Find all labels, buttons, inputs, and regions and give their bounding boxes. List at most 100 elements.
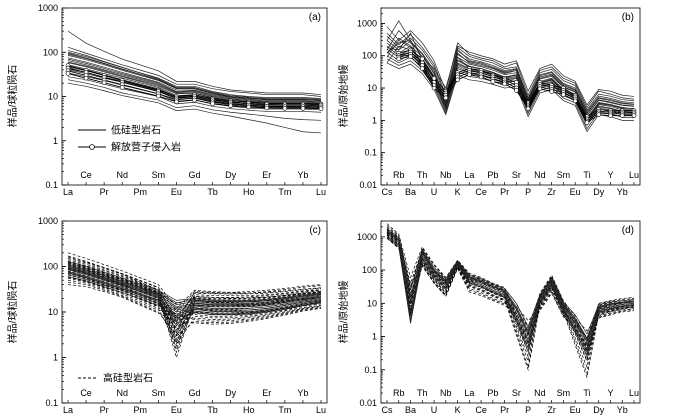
x-category-label: La [464, 170, 474, 180]
x-category-label: K [455, 405, 461, 415]
legend-label: 高硅型岩石 [103, 372, 153, 385]
series-line [67, 30, 322, 96]
series-line [386, 228, 635, 335]
series-point [65, 71, 71, 76]
series-layer [386, 223, 635, 379]
x-category-label: Tm [278, 187, 291, 197]
series-point [246, 104, 252, 110]
y-tick-label: 10 [48, 307, 58, 317]
x-category-label: Dy [593, 405, 604, 415]
x-category-label: Y [607, 388, 613, 398]
series-line [67, 277, 322, 345]
y-tick-label: 0.01 [359, 180, 377, 190]
x-category-label: Pm [134, 187, 148, 197]
x-category-label: La [464, 388, 474, 398]
series-point [119, 85, 125, 90]
panel-label: (a) [309, 12, 321, 23]
x-category-label: Eu [171, 405, 182, 415]
x-category-label: Ho [243, 187, 255, 197]
x-category-label: Er [262, 388, 271, 398]
y-axis-label: 样品/球粒陨石 [6, 281, 19, 344]
series-line [67, 264, 322, 306]
x-category-label: Lu [316, 405, 326, 415]
series-line [67, 79, 322, 121]
x-category-label: Gd [188, 170, 200, 180]
x-category-label: Yb [617, 405, 628, 415]
x-category-label: P [525, 187, 531, 197]
series-line [386, 232, 635, 375]
series-line [67, 70, 322, 108]
series-point [431, 85, 437, 91]
x-category-label: Cs [382, 405, 393, 415]
panel-label: (c) [309, 225, 321, 236]
y-tick-label: 100 [43, 47, 58, 57]
series-line [67, 272, 322, 315]
x-category-label: Pb [487, 388, 498, 398]
series-line [67, 61, 322, 105]
x-category-label: Ce [80, 170, 92, 180]
series-line [67, 269, 322, 311]
x-category-label: Zr [547, 187, 556, 197]
series-line [67, 284, 322, 325]
series-point [443, 95, 449, 101]
series-point [502, 81, 507, 87]
series-line [386, 231, 635, 343]
x-category-label: Pr [100, 405, 109, 415]
series-line [67, 258, 322, 313]
series-line [67, 50, 322, 100]
series-point [572, 98, 578, 104]
series-line [67, 260, 322, 301]
series-point [156, 93, 161, 99]
x-category-label: Lu [316, 187, 326, 197]
series-line [386, 36, 635, 113]
panel-label: (b) [622, 12, 634, 23]
series-point [608, 113, 613, 118]
x-category-label: Sm [152, 170, 166, 180]
x-category-label: Lu [629, 388, 639, 398]
x-category-label: Th [417, 388, 428, 398]
x-category-label: Zr [547, 405, 556, 415]
series-point [318, 106, 324, 112]
y-tick-label: 1 [372, 332, 377, 342]
series-point [101, 80, 107, 86]
x-category-label: Ho [243, 405, 255, 415]
x-category-label: Sm [152, 388, 166, 398]
panel-c: 0.1 1 10 100 1000 La Ce Pr Nd Pm Sm Eu Gd Tb Dy Ho Er Tm Y… [6, 216, 328, 415]
series-point [396, 56, 402, 62]
x-category-label: Pm [134, 405, 148, 415]
y-tick-label: 10 [367, 83, 377, 93]
series-line [386, 32, 635, 111]
x-category-label: Ti [583, 170, 590, 180]
x-category-label: La [63, 187, 73, 197]
x-category-label: Sm [557, 388, 571, 398]
series-point [478, 74, 484, 80]
series-line [67, 52, 322, 102]
x-category-label: Yb [297, 388, 308, 398]
legend: 高硅型岩石 [78, 372, 153, 385]
series-line [67, 76, 322, 113]
series-line [386, 40, 635, 115]
series-point [561, 92, 566, 97]
x-category-label: Cs [382, 187, 393, 197]
series-point [619, 113, 625, 118]
series-line [386, 229, 635, 339]
x-category-label: Rb [393, 170, 405, 180]
series-line [386, 45, 635, 119]
y-ticks: 0.01 0.1 1 10 100 1000 [357, 220, 385, 408]
series-line [67, 276, 322, 319]
x-category-label: U [431, 405, 438, 415]
x-category-label: Eu [570, 187, 581, 197]
series-line [386, 230, 635, 341]
series-point [584, 120, 590, 125]
series-point [467, 72, 472, 77]
series-point [192, 97, 197, 103]
plot-frame [380, 220, 641, 404]
series-line [386, 231, 635, 369]
series-point [525, 106, 531, 111]
y-tick-label: 0.1 [364, 148, 377, 158]
x-category-label: La [63, 405, 73, 415]
series-point [419, 56, 425, 62]
